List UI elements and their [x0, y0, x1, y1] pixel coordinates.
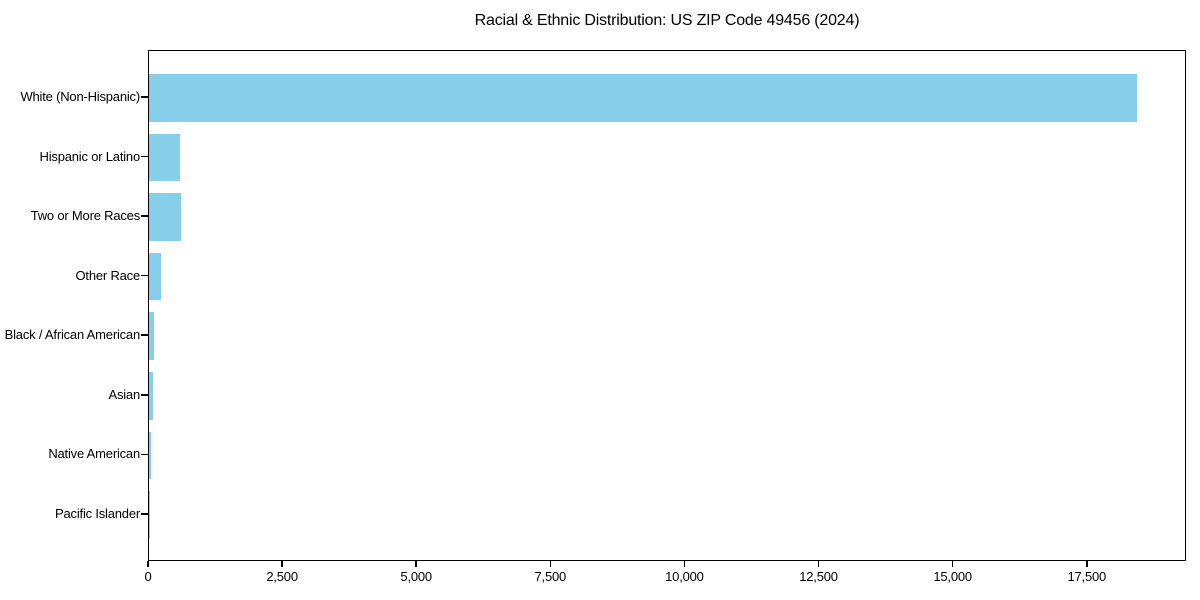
bar-white-non-hispanic [149, 74, 1137, 122]
plot-area [148, 50, 1186, 561]
chart-title: Racial & Ethnic Distribution: US ZIP Cod… [474, 12, 860, 29]
y-axis-label-two-or-more-races: Two or More Races [30, 208, 141, 224]
x-tick-label: 12,500 [799, 569, 838, 584]
bar-native-american [149, 431, 151, 480]
x-tick-mark [951, 561, 954, 567]
x-tick-mark [817, 561, 820, 567]
y-tick-mark [141, 215, 148, 217]
x-tick-label: 0 [144, 569, 152, 584]
y-tick-mark [141, 394, 148, 396]
bar-other-race [149, 252, 162, 301]
x-tick-mark [147, 561, 149, 567]
x-tick-label: 15,000 [933, 569, 972, 584]
y-tick-mark [141, 96, 148, 98]
y-tick-mark [141, 155, 148, 158]
x-tick-mark [281, 561, 283, 567]
y-axis-label-hispanic-or-latino: Hispanic or Latino [39, 148, 141, 164]
y-axis-label-black-african-american: Black / African American [4, 327, 141, 343]
x-tick-label: 17,500 [1067, 569, 1107, 584]
x-tick-mark [415, 561, 417, 567]
y-tick-mark [141, 513, 148, 515]
y-tick-mark [141, 334, 148, 336]
x-tick-mark [549, 561, 552, 567]
x-tick-mark [1086, 561, 1088, 567]
x-tick-label: 10,000 [665, 569, 704, 584]
y-axis-label-native-american: Native American [48, 446, 140, 462]
y-axis-label-other-race: Other Race [75, 267, 141, 283]
y-axis-label-pacific-islander: Pacific Islander [55, 505, 140, 521]
y-tick-mark [141, 274, 148, 277]
x-tick-label: 5,000 [400, 569, 432, 584]
bar-black-african-american [149, 312, 155, 361]
x-tick-mark [683, 561, 686, 567]
bar-two-or-more-races [149, 193, 181, 241]
x-tick-label: 2,500 [266, 569, 298, 584]
y-axis-label-asian: Asian [108, 386, 140, 402]
x-tick-label: 7,500 [534, 569, 567, 584]
bar-hispanic-or-latino [149, 133, 180, 182]
bar-asian [149, 372, 153, 420]
y-axis-label-white-non-hispanic: White (Non-Hispanic) [20, 89, 140, 104]
y-tick-mark [141, 453, 148, 456]
